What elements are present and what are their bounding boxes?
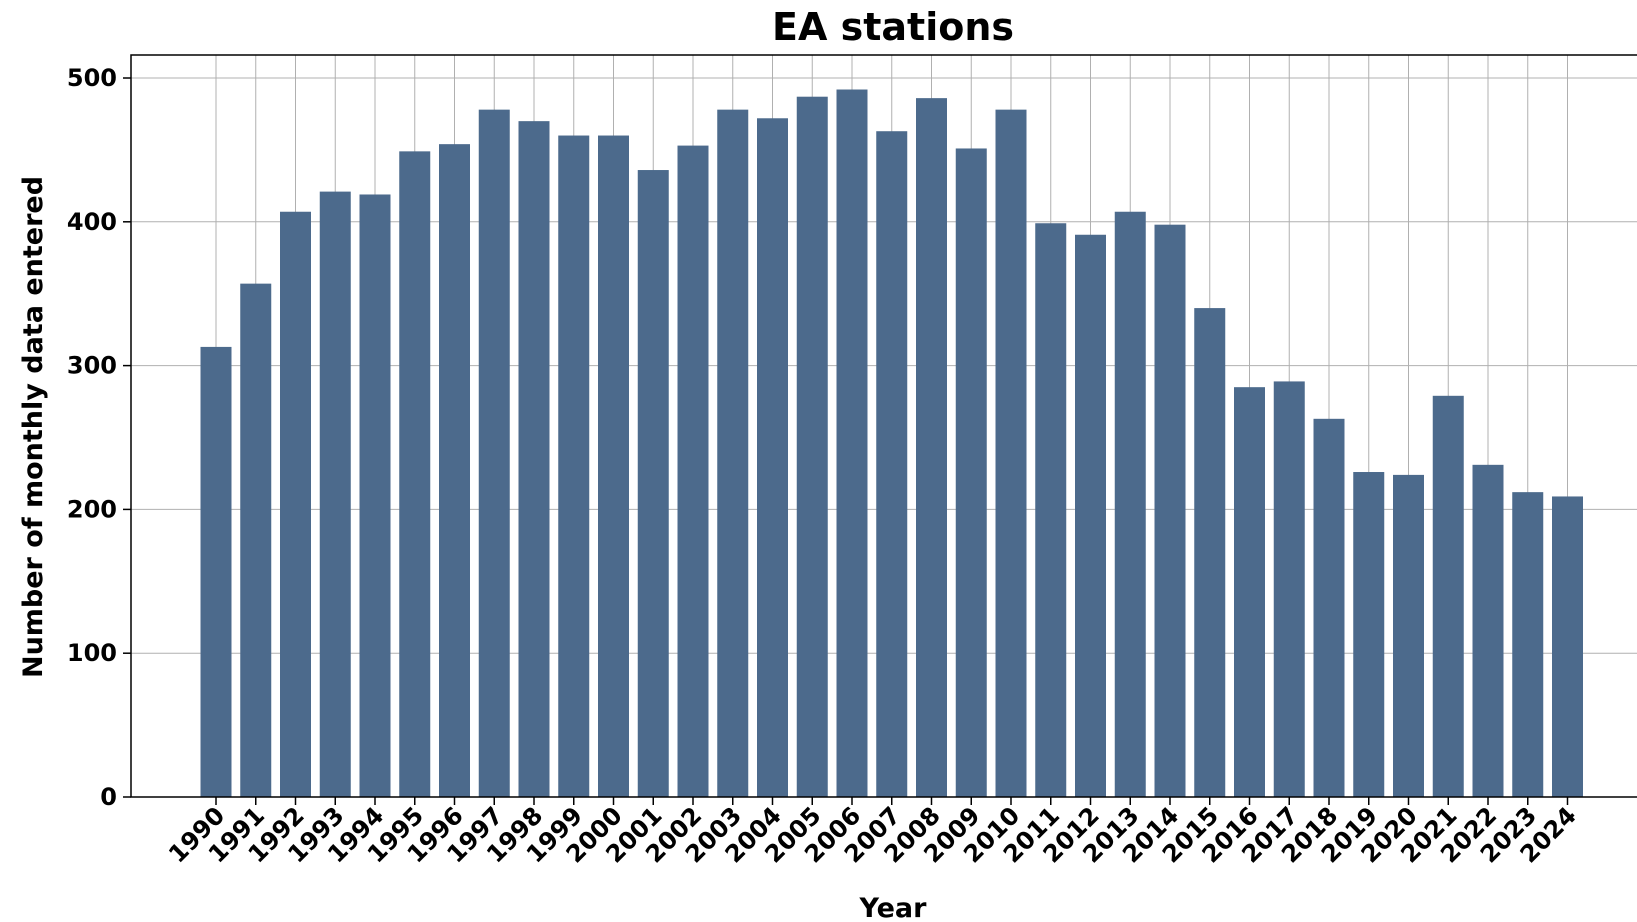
bar-1998 <box>518 121 550 798</box>
bar-2005 <box>796 96 828 798</box>
bar-2014 <box>1154 224 1186 797</box>
bar-1993 <box>319 191 351 797</box>
bar-2002 <box>677 145 709 797</box>
y-axis-label: Number of monthly data entered <box>18 176 49 678</box>
bar-2006 <box>836 89 868 798</box>
y-tick-label: 500 <box>67 64 117 92</box>
y-tick-label: 300 <box>67 352 117 380</box>
bar-2011 <box>1035 223 1067 797</box>
bar-2000 <box>598 135 629 798</box>
y-tick-label: 400 <box>67 208 117 236</box>
bar-1999 <box>558 135 590 798</box>
bar-2022 <box>1472 464 1504 797</box>
bar-2013 <box>1114 211 1146 798</box>
bar-2003 <box>717 109 749 797</box>
bar-1991 <box>240 283 272 797</box>
bar-2016 <box>1234 387 1265 797</box>
bar-1994 <box>359 194 391 797</box>
bar-2019 <box>1353 472 1385 797</box>
y-tick-label: 100 <box>67 639 117 667</box>
bar-1997 <box>478 109 510 797</box>
bar-2023 <box>1512 492 1544 797</box>
bar-2021 <box>1432 395 1464 797</box>
bar-2008 <box>916 98 947 798</box>
bar-2017 <box>1273 381 1305 797</box>
bar-1992 <box>280 211 311 798</box>
bar-2020 <box>1393 474 1424 797</box>
bar-2009 <box>955 148 987 797</box>
bar-2004 <box>757 118 788 798</box>
chart-title: EA stations <box>772 5 1014 49</box>
bar-2024 <box>1552 496 1583 797</box>
y-axis-ticks: 0 100 200 300 400 500 <box>67 64 131 811</box>
y-tick-label: 200 <box>67 495 117 523</box>
bar-1996 <box>439 144 470 798</box>
bar-2010 <box>995 109 1027 797</box>
bar-1990 <box>200 346 232 797</box>
bar-2012 <box>1075 234 1106 798</box>
y-tick-label: 0 <box>100 783 117 811</box>
bar-2007 <box>876 131 908 797</box>
bar-2018 <box>1313 418 1345 797</box>
x-axis-label: Year <box>859 893 928 922</box>
bars <box>200 89 1583 798</box>
bar-2001 <box>637 170 669 797</box>
plot-frame <box>130 54 1637 798</box>
x-axis-ticks: 1990199119921993199419951996199719981999… <box>163 797 1582 868</box>
bar-1995 <box>399 151 431 797</box>
bar-2015 <box>1194 308 1226 797</box>
